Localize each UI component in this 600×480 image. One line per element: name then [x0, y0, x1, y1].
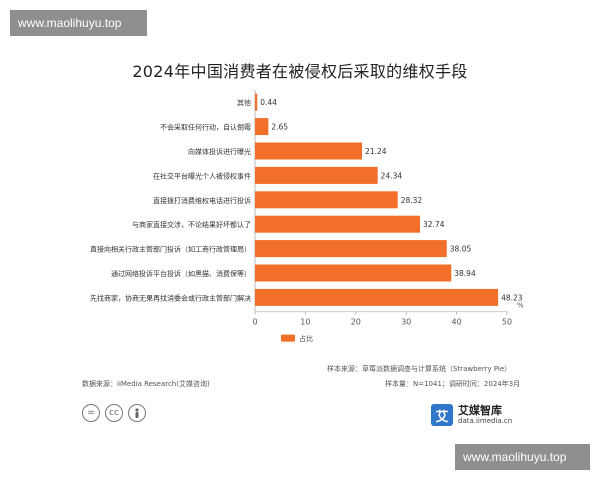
equals-icon: =	[82, 404, 100, 422]
bar	[255, 166, 378, 184]
value-label: 32.74	[423, 220, 445, 229]
x-tick-label: 30	[401, 318, 411, 327]
category-label: 先找商家，协商无果再找消委会或行政主管部门解决	[90, 293, 251, 302]
cc-icon: cc	[105, 404, 123, 422]
person-icon	[128, 404, 146, 422]
value-label: 0.44	[260, 98, 277, 107]
brand-name: 艾媒智库	[458, 404, 502, 417]
value-label: 21.24	[365, 147, 387, 156]
category-label: 在社交平台曝光个人被侵权事件	[153, 171, 251, 180]
x-tick-label: 20	[351, 318, 361, 327]
category-label: 与商家直接交涉，不论结果好坏都认了	[132, 220, 251, 229]
license-icons: = cc	[82, 404, 146, 422]
value-label: 28.32	[401, 196, 423, 205]
category-label: 直接向相关行政主管部门投诉（如工商行政管理局）	[90, 245, 251, 254]
x-axis-unit: %	[517, 302, 524, 310]
sample-source: 样本来源：草莓派数据调查与计算系统（Strawberry Pie）	[327, 365, 512, 373]
value-label: 48.23	[501, 293, 523, 302]
bar	[255, 288, 499, 306]
x-tick-label: 10	[300, 318, 310, 327]
watermark-bottom: www.maolihuyu.top	[455, 444, 590, 470]
brand-logo: 艾	[431, 404, 453, 426]
bar	[255, 142, 363, 160]
bar	[255, 215, 421, 233]
value-label: 38.94	[454, 269, 476, 278]
category-label: 向媒体投诉进行曝光	[188, 147, 251, 156]
x-tick-label: 40	[452, 318, 462, 327]
bar	[255, 93, 258, 111]
value-label: 38.05	[450, 245, 472, 254]
category-label: 通过网络投诉平台投诉（如黑猫、消费保等）	[111, 269, 251, 278]
x-tick-label: 50	[502, 318, 512, 327]
category-label: 不会采取任何行动，自认倒霉	[160, 123, 251, 132]
category-label: 直接拨打消费维权电话进行投诉	[153, 196, 251, 205]
watermark-top: www.maolihuyu.top	[10, 10, 147, 36]
value-label: 2.65	[271, 123, 288, 132]
bar	[255, 191, 398, 209]
legend-swatch	[281, 334, 295, 342]
brand: 艾 艾媒智库 data.iimedia.cn	[431, 404, 512, 426]
legend-label: 占比	[299, 334, 313, 343]
chart-title: 2024年中国消费者在被侵权后采取的维权手段	[132, 62, 468, 81]
category-label: 其他	[237, 98, 251, 107]
data-source: 数据来源：iiMedia Research(艾媒咨询)	[82, 380, 210, 388]
bar	[255, 118, 269, 136]
x-tick-label: 0	[252, 318, 257, 327]
value-label: 24.34	[381, 171, 403, 180]
sample-info: 样本量：N=1041；调研时间：2024年3月	[385, 380, 521, 388]
bar	[255, 240, 447, 258]
bar	[255, 264, 452, 282]
brand-url: data.iimedia.cn	[458, 417, 513, 425]
